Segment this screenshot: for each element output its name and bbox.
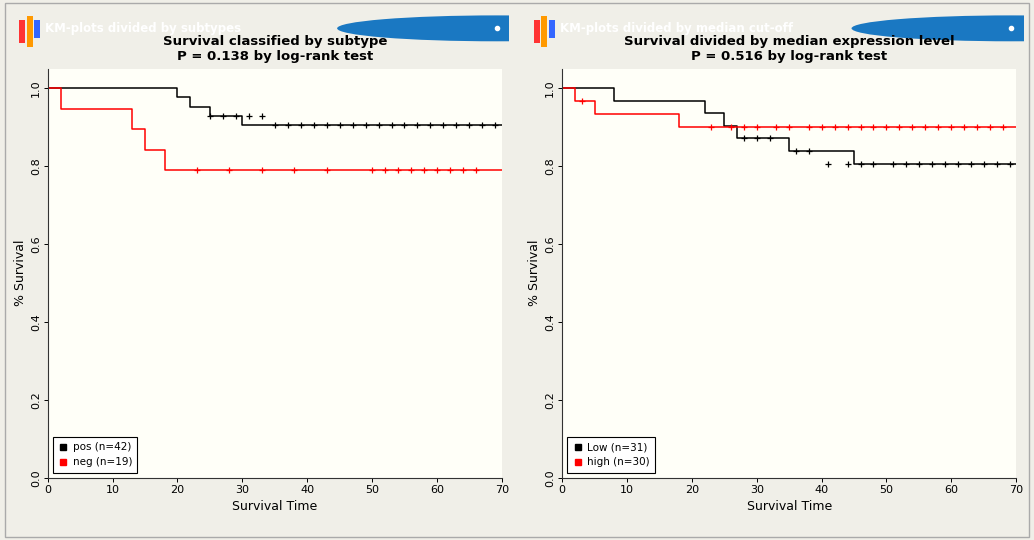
Legend: Low (n=31), high (n=30): Low (n=31), high (n=30) <box>568 437 655 472</box>
Y-axis label: % Survival: % Survival <box>13 240 27 307</box>
Text: KM-plots divided by median cut-off: KM-plots divided by median cut-off <box>559 22 793 35</box>
Title: Survival divided by median expression level
P = 0.516 by log-rank test: Survival divided by median expression le… <box>624 35 954 63</box>
Legend: pos (n=42), neg (n=19): pos (n=42), neg (n=19) <box>53 437 138 472</box>
X-axis label: Survival Time: Survival Time <box>747 501 831 514</box>
Y-axis label: % Survival: % Survival <box>528 240 541 307</box>
Circle shape <box>337 15 657 42</box>
Bar <box>34 20 40 38</box>
Bar <box>20 20 25 43</box>
Bar <box>27 16 33 46</box>
X-axis label: Survival Time: Survival Time <box>233 501 317 514</box>
Bar <box>549 20 554 38</box>
Bar <box>534 20 540 43</box>
Circle shape <box>852 15 1034 42</box>
Bar <box>541 16 547 46</box>
Text: KM-plots divided by subtypes: KM-plots divided by subtypes <box>45 22 241 35</box>
Title: Survival classified by subtype
P = 0.138 by log-rank test: Survival classified by subtype P = 0.138… <box>162 35 387 63</box>
